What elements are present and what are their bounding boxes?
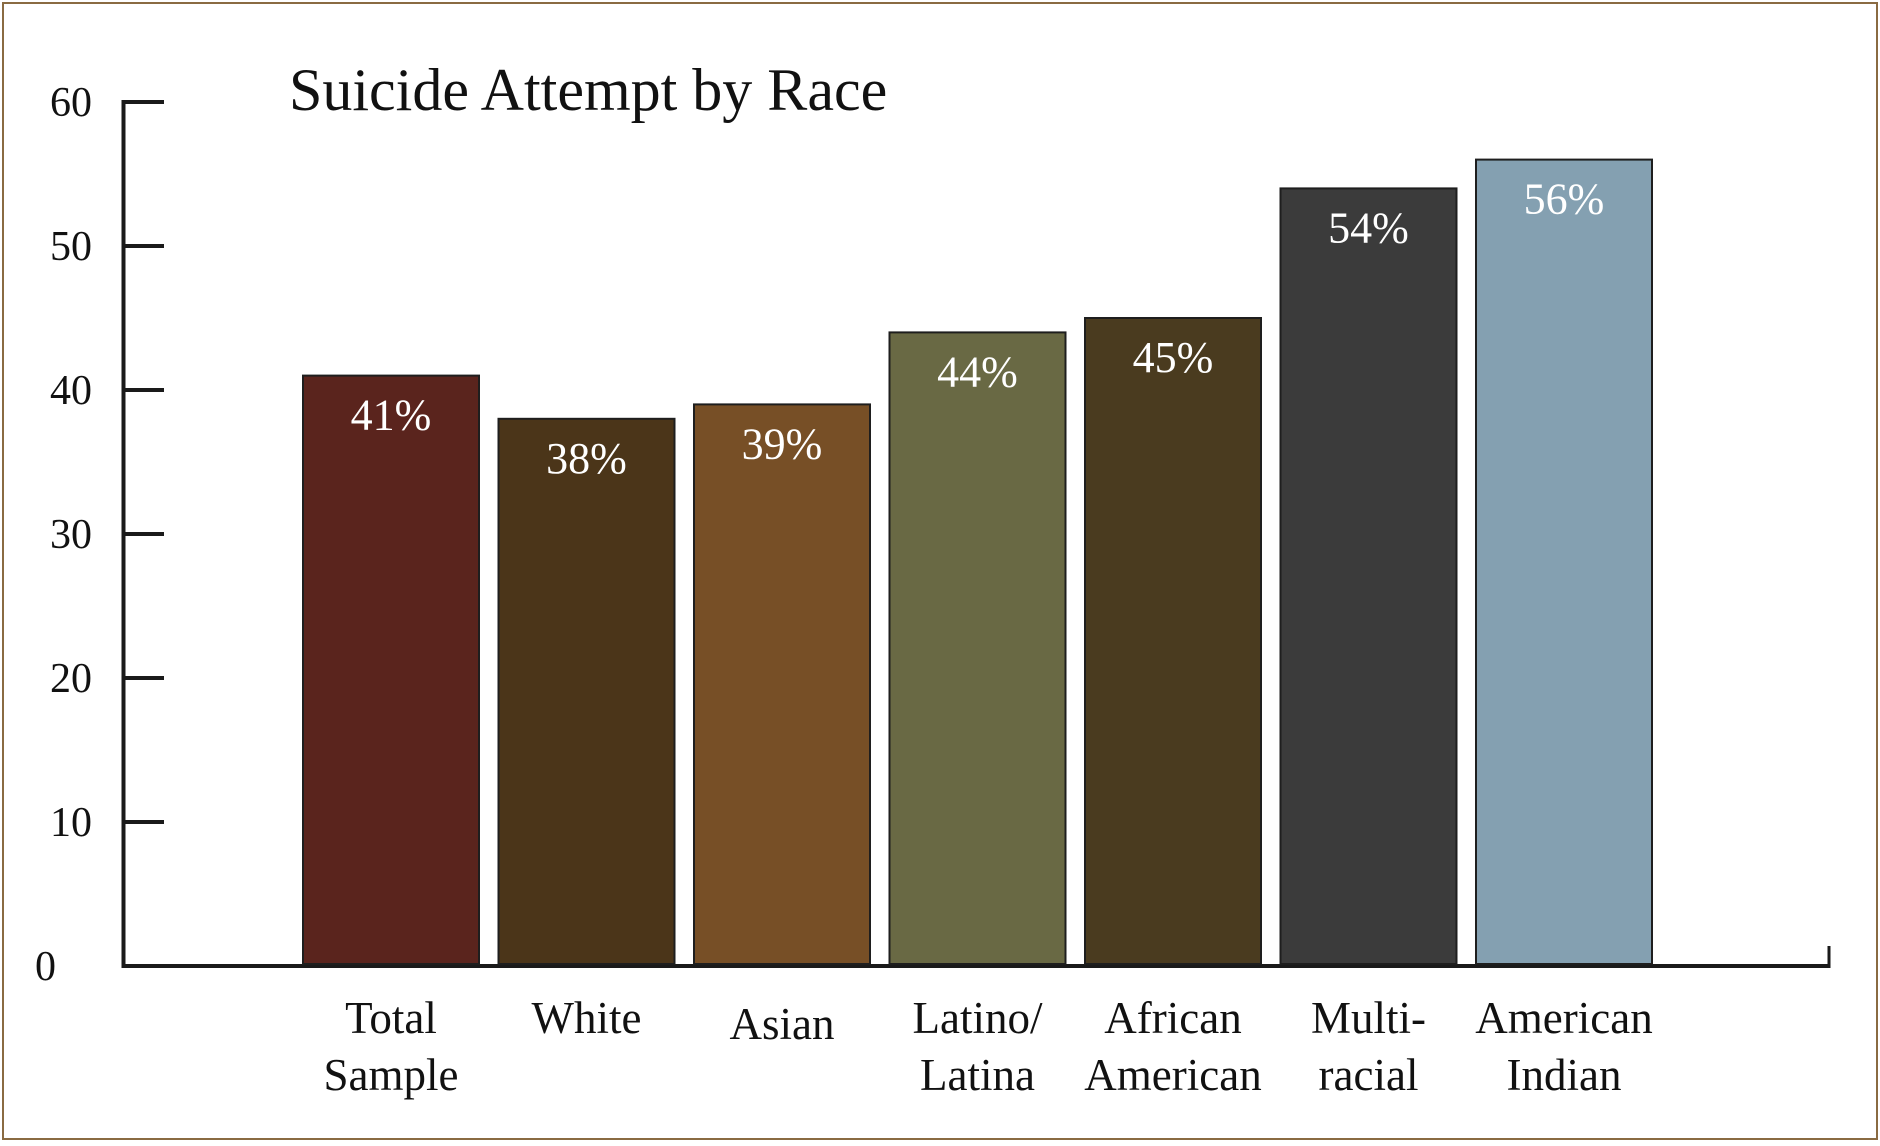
x-tick-label: American Indian <box>1475 993 1652 1100</box>
x-tick-label-line: Sample <box>324 1050 459 1100</box>
bar-value-label: 38% <box>546 434 627 483</box>
x-tick-label-line: Asian <box>730 999 835 1049</box>
y-tick-label: 40 <box>50 368 92 414</box>
x-tick-label-line: American <box>1475 993 1652 1043</box>
y-tick-label: 50 <box>50 224 92 270</box>
bar <box>497 417 676 965</box>
bar-value-label: 41% <box>351 391 432 440</box>
bar <box>302 374 480 966</box>
bar-value-label: 54% <box>1328 203 1409 252</box>
bar <box>1084 317 1262 965</box>
y-tick-label: 60 <box>50 80 92 126</box>
x-tick-label: Asian <box>730 999 835 1049</box>
x-tick-label-line: Latina <box>920 1050 1035 1100</box>
x-tick-label: Total Sample <box>324 993 459 1100</box>
x-tick-label: Multi-racial <box>1311 993 1426 1100</box>
y-tick-label: 20 <box>50 656 92 702</box>
x-tick-label-line: Latino/ <box>913 993 1043 1043</box>
bar-value-label: 44% <box>937 347 1018 396</box>
y-tick-label: 0 <box>35 944 56 990</box>
bar <box>1279 187 1458 965</box>
x-tick-label-line: Total <box>345 993 437 1043</box>
x-tick-label-line: Indian <box>1507 1050 1622 1100</box>
bar <box>1475 158 1653 966</box>
x-tick-label-line: racial <box>1319 1050 1419 1100</box>
x-tick-label-line: American <box>1084 1050 1261 1100</box>
bar-value-label: 39% <box>742 419 823 468</box>
x-tick-label-line: Multi- <box>1311 993 1426 1043</box>
bar <box>693 403 871 965</box>
bar <box>888 331 1067 965</box>
x-tick-label: Latino/Latina <box>913 993 1043 1100</box>
bar-value-label: 45% <box>1133 333 1214 382</box>
x-tick-label-line: White <box>532 993 642 1043</box>
chart-title: Suicide Attempt by Race <box>289 57 887 123</box>
x-tick-label: White <box>532 993 642 1043</box>
bar-value-label: 56% <box>1524 175 1605 224</box>
x-tick-label: African American <box>1084 993 1261 1100</box>
x-tick-label-line: African <box>1104 993 1241 1043</box>
y-tick-label: 10 <box>50 800 92 846</box>
y-tick-label: 30 <box>50 512 92 558</box>
